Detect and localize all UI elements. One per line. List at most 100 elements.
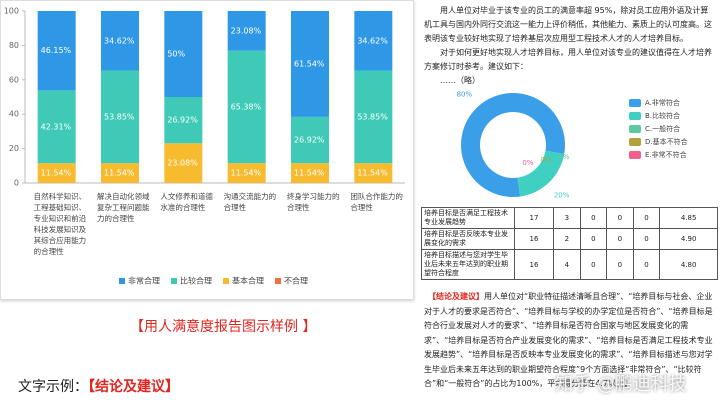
legend-swatch [223,278,229,284]
bar-segment [291,116,329,164]
x-tick-label: 终身学习能力的合理性 [287,192,340,212]
bar-segment [354,163,393,183]
text-example: 文字示例：【结论及建议】 [18,376,179,396]
value-label: 26.92% [167,116,198,125]
table-cell: 2 [553,228,581,250]
paragraph: ……（略） [440,76,480,85]
y-tick-label: 0 [14,179,19,188]
table: 培养目标是否满足工程技术专业发展趋势 17 3 0 0 0 4.85 培养目标是否反映本专业发… [421,207,718,280]
legend-label: B.比较符合 [645,111,680,120]
donut-slice [517,150,565,197]
bar-segment [37,90,76,164]
legend-label: 比较合理 [180,276,212,286]
legend-label: E.非常不符合 [645,150,687,159]
value-label: 50% [167,50,185,59]
bar-segment [291,163,329,183]
slice-label: 80% [457,91,473,99]
value-label: 42.31% [41,122,72,131]
table-cell: 16 [513,249,555,280]
table-cell: 0 [606,228,634,250]
value-label: 11.54% [231,169,262,178]
slice-label: 20% [554,191,570,199]
value-label: 34.62% [104,36,135,45]
legend-swatch [629,138,641,146]
legend-label: A.非常符合 [645,98,680,107]
bar-chart: 0 20 40 60 80 100 11.54% 42.31% 46.15% 11.54% 53.8… [4,7,405,286]
y-tick-label: 100 [4,7,19,16]
bar-segment [37,163,76,183]
paragraph: 对于如何更好地实现人才培养目标，用人单位对该专业的建议值得在人才培养方案修订时参… [424,48,712,71]
bar-segment [164,11,203,97]
slice-label: 0% [522,159,533,167]
legend-label: 基本合理 [232,276,264,286]
legend-label: C.一般符合 [645,124,680,133]
value-label: 11.54% [294,169,325,178]
document-text: 用人单位对毕业于该专业的员工的满意率超 95%，除对员工应用外语及计算机工具与国… [424,4,716,88]
value-label: 61.54% [294,59,325,68]
table-cell: 17 [513,207,555,229]
conclusion-text: 用人单位对“职业特征描述清晰且合理”、“培养目标与社会、企业对于人才的要求是否符… [424,292,713,388]
value-label: 26.92% [294,136,325,145]
table-cell: 0 [579,249,608,280]
value-label: 23.08% [231,26,262,35]
value-label: 23.08% [167,159,198,168]
table-cell: 培养目标是否反映本专业发展变化的需求 [421,228,515,250]
bar-segment [101,10,139,71]
table-cell: 0 [579,228,608,250]
bar-segment [354,70,393,164]
x-tick-label: 解决自动化领域复杂工程问题能力的合理性 [97,192,150,223]
paragraph: 用人单位对毕业于该专业的员工的满意率超 95%，除对员工应用外语及计算机工具与国… [424,6,712,43]
table-cell: 0 [632,207,661,229]
table-cell: 4.80 [659,249,718,280]
bar-segment [164,143,203,183]
table-cell: 0 [606,249,634,280]
value-label: 53.85% [357,112,388,121]
y-tick-label: 80 [9,41,19,50]
bar-segment [291,11,329,117]
value-label: 65.38% [231,102,262,111]
legend-swatch [275,278,281,284]
legend-label: 非常合理 [128,276,160,286]
table-cell: 4.85 [659,207,718,229]
bar-segment [164,97,203,144]
table-cell: 0 [606,207,634,229]
table-cell: 0 [579,207,608,229]
bar-segment [227,50,266,164]
table-cell: 16 [513,228,555,250]
y-tick-label: 40 [9,110,19,119]
x-tick-label: 团队合作能力的合理性 [350,192,403,212]
slice-label: 0% [558,153,569,161]
legend-swatch [629,112,641,120]
table-cell: 培养目标描述与您对学生毕业后未来五年达到的职业期望符合程度 [421,249,515,280]
value-label: 11.54% [104,169,135,178]
legend-swatch [629,99,641,107]
text-example-tag: 【结论及建议】 [88,379,179,395]
donut-panel: 80% 20% 0% 0% 0% A.非常符合 B.比较符合 C.一般符合 D.基本不符合 E.非… [421,90,718,204]
donut-chart: 80% 20% 0% 0% 0% A.非常符合 B.比较符合 C.一般符合 D.基本不符合 E.非… [457,91,688,200]
legend-label: D.基本不符合 [645,137,688,146]
conclusion-label: 【结论及建议】 [428,292,484,301]
bar-segment [101,163,139,183]
bar-segment [227,163,266,183]
value-label: 11.54% [357,169,388,178]
x-tick-label: 人文修养和道德水准的合理性 [160,192,213,212]
slice-label: 0% [540,156,551,164]
table-cell: 0 [632,228,661,250]
value-label: 46.15% [41,46,72,55]
legend-swatch [119,278,125,284]
caption: 【用人满意度报告图示样例 】 [130,319,317,335]
donut-slice [461,93,565,198]
table-row: 培养目标是否反映本专业发展变化的需求 16 2 0 0 0 4.90 [421,228,718,250]
bar-segment [354,10,393,71]
table-cell: 培养目标是否满足工程技术专业发展趋势 [421,207,515,229]
value-label: 34.62% [357,36,388,45]
table-cell: 0 [632,249,661,280]
bar-segment [227,11,266,51]
value-label: 11.54% [41,169,72,178]
table-row: 培养目标描述与您对学生毕业后未来五年达到的职业期望符合程度 16 4 0 0 0 4.80 [421,249,718,280]
watermark: 知乎 @鹏迪科技 [555,374,687,395]
y-tick-label: 20 [9,144,19,153]
legend-swatch [171,278,177,284]
bar-chart-panel: 0 20 40 60 80 100 11.54% 42.31% 46.15% 11.54% 53.8… [0,0,414,300]
table-cell: 4.90 [659,228,718,250]
